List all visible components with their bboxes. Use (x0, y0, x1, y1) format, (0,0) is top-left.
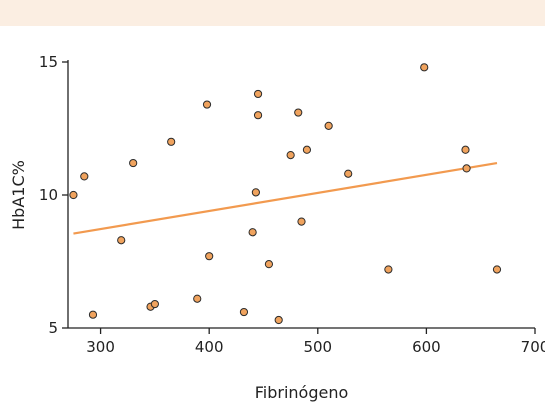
x-tick-label: 400 (195, 338, 224, 356)
data-point (302, 145, 312, 154)
data-point (202, 100, 212, 109)
data-point (253, 111, 263, 120)
data-point (264, 260, 274, 269)
data-point (384, 265, 393, 274)
data-point (324, 121, 333, 130)
data-point (297, 217, 306, 226)
data-point (167, 137, 176, 146)
y-tick-label: 5 (48, 319, 58, 337)
data-point (274, 315, 283, 325)
axes-group (67, 60, 535, 329)
data-point (239, 307, 249, 317)
data-point (462, 164, 471, 173)
trend-group (73, 161, 498, 235)
data-point (117, 236, 126, 245)
header-band (0, 0, 545, 26)
y-axis-title: HbA1C% (9, 160, 28, 230)
data-point (150, 299, 159, 309)
data-point (420, 63, 429, 72)
points-group (69, 63, 502, 325)
data-point (80, 172, 89, 181)
data-point (253, 89, 263, 99)
data-point (69, 190, 78, 200)
data-point (205, 252, 214, 261)
data-point (344, 169, 353, 178)
y-tick-label: 10 (39, 186, 58, 204)
data-point (286, 151, 295, 160)
ticks-group: 300 400 500 600 700 5 10 15 (39, 53, 545, 356)
data-point (248, 228, 257, 237)
x-tick-label: 300 (86, 338, 115, 356)
x-tick-label: 600 (412, 338, 441, 356)
data-point (492, 265, 502, 274)
data-point (193, 294, 202, 303)
data-point (251, 188, 260, 197)
data-point (294, 108, 303, 117)
y-tick-label: 15 (39, 53, 58, 71)
data-point (129, 158, 138, 168)
data-point (88, 310, 98, 319)
x-tick-label: 700 (521, 338, 545, 356)
data-point (461, 145, 470, 154)
x-axis-title: Fibrinógeno (255, 383, 349, 402)
trend-line (73, 161, 498, 235)
x-tick-label: 500 (303, 338, 332, 356)
